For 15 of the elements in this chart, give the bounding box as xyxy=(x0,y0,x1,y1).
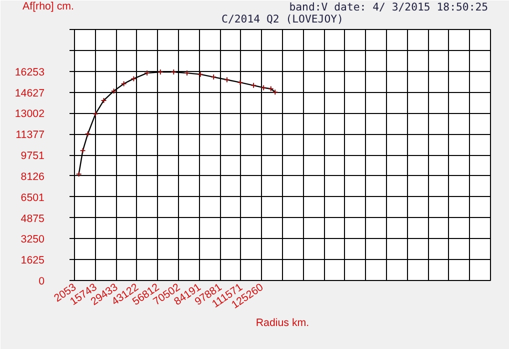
y-tick-label: 8126 xyxy=(20,170,45,183)
y-tick-label: 1625 xyxy=(20,254,45,267)
y-tick-label: 14627 xyxy=(14,87,45,100)
chart-title: C/2014 Q2 (LOVEJOY) xyxy=(222,12,344,26)
y-tick-label: 4875 xyxy=(20,212,45,225)
y-tick-label: 9751 xyxy=(20,150,45,162)
y-tick-label: 6501 xyxy=(20,192,45,204)
chart-subtitle: band:V date: 4/ 3/2015 18:50:25 xyxy=(289,0,488,14)
y-axis-title: Af[rho] cm. xyxy=(22,0,74,12)
y-tick-label: 11377 xyxy=(16,129,45,142)
y-tick-label: 13002 xyxy=(14,108,45,120)
y-tick-label: 0 xyxy=(38,276,45,288)
x-axis-title: Radius km. xyxy=(256,317,310,330)
y-tick-label: 16253 xyxy=(14,66,45,78)
y-tick-label: 3250 xyxy=(20,234,45,246)
